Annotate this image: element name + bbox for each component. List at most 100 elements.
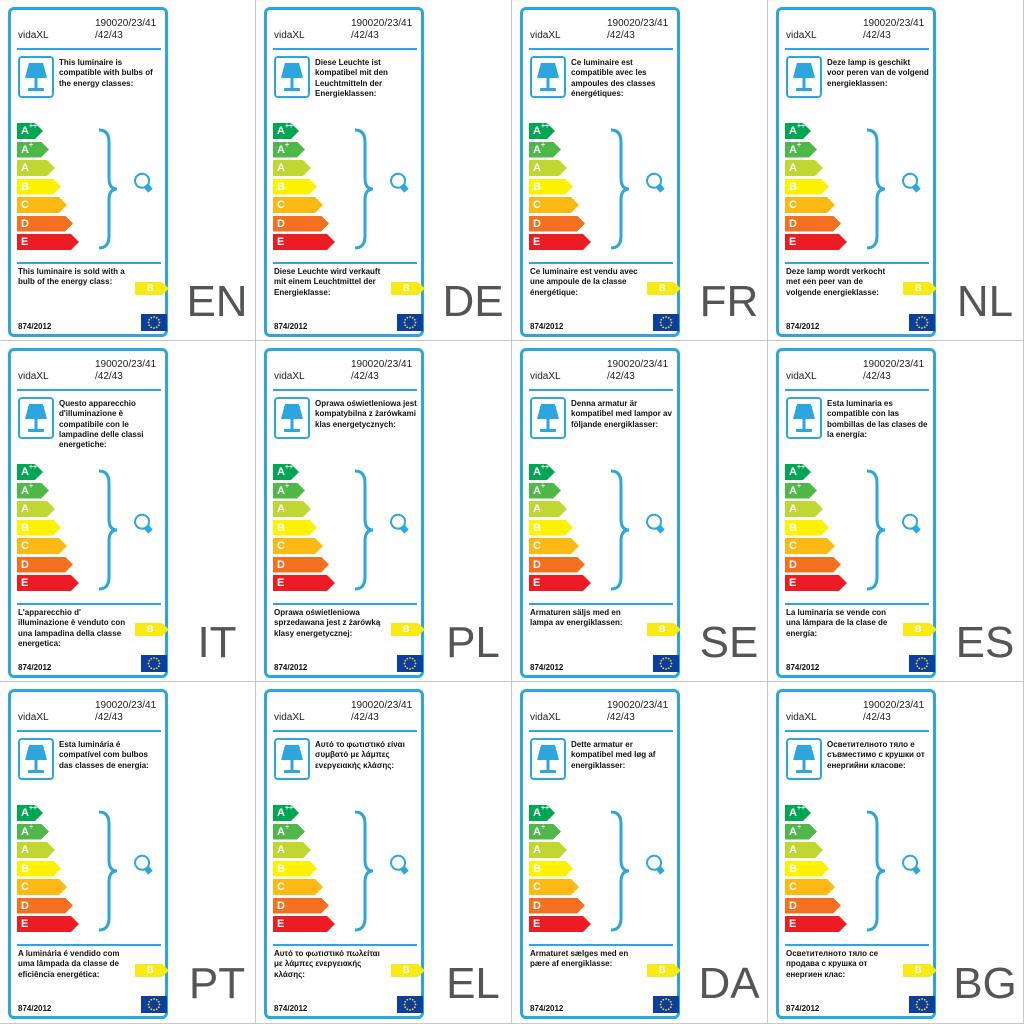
energy-class-letter: B bbox=[533, 862, 541, 875]
energy-class-plus: + bbox=[796, 141, 802, 149]
energy-label-card: vidaXL 190020/23/41 /42/43 Questo appare… bbox=[8, 348, 168, 678]
eu-star bbox=[916, 1000, 919, 1003]
sold-class-badge: B bbox=[135, 964, 169, 977]
energy-class-letter: A bbox=[789, 125, 797, 137]
eu-star bbox=[923, 1008, 926, 1011]
energy-class-arrow: E bbox=[273, 575, 335, 591]
brace-icon bbox=[354, 128, 373, 250]
sold-with-text: A luminária é vendido com uma lâmpada da… bbox=[18, 949, 120, 979]
model-number: 190020/23/41 /42/43 bbox=[351, 700, 413, 723]
divider bbox=[17, 389, 161, 391]
energy-label-cell: vidaXL 190020/23/41 /42/43 Esta luminari… bbox=[768, 341, 1024, 682]
eu-star bbox=[411, 1008, 414, 1011]
energy-class-letter: A bbox=[789, 466, 797, 478]
energy-class-scale: A++ A+ A B C D E bbox=[273, 805, 339, 935]
energy-label-card: vidaXL 190020/23/41 /42/43 Oprawa oświet… bbox=[264, 348, 424, 678]
eu-star bbox=[409, 316, 411, 318]
language-code: SE bbox=[699, 618, 759, 667]
energy-class-letter: C bbox=[277, 540, 285, 552]
energy-label-card: vidaXL 190020/23/41 /42/43 Denna armatur… bbox=[520, 348, 680, 678]
eu-star bbox=[404, 1006, 407, 1009]
energy-label-card: vidaXL 190020/23/41 /42/43 Αυτό το φωτισ… bbox=[264, 689, 424, 1019]
eu-star bbox=[153, 327, 155, 329]
eu-star bbox=[662, 1008, 665, 1011]
eu-star bbox=[669, 324, 672, 327]
brace-icon bbox=[866, 469, 885, 591]
energy-class-scale: A++ A+ A B C D E bbox=[273, 464, 339, 594]
energy-class-letter: D bbox=[277, 217, 285, 230]
energy-class-letter: D bbox=[789, 558, 797, 571]
energy-class-letter: A bbox=[789, 503, 797, 515]
sold-class-badge: B bbox=[647, 282, 681, 295]
eu-star bbox=[670, 1003, 673, 1006]
compatible-text: Oprawa oświetleniowa jest kompatybilna z… bbox=[315, 399, 417, 429]
energy-class-letter: A bbox=[533, 125, 541, 137]
energy-class-arrow: B bbox=[529, 861, 573, 877]
eu-star bbox=[921, 327, 923, 329]
energy-class-arrow: D bbox=[273, 898, 329, 914]
brand-name: vidaXL bbox=[530, 712, 561, 723]
compatible-text: Questo apparecchio d'illuminazione è com… bbox=[59, 399, 144, 450]
eu-star bbox=[921, 316, 923, 318]
energy-class-arrow: A bbox=[17, 160, 55, 176]
energy-class-plus: ++ bbox=[284, 464, 294, 471]
energy-label-cell: vidaXL 190020/23/41 /42/43 Deze lamp is … bbox=[768, 0, 1024, 341]
divider bbox=[273, 262, 417, 264]
divider bbox=[529, 944, 673, 946]
energy-class-letter: A bbox=[277, 503, 285, 515]
energy-class-letter: A bbox=[789, 143, 797, 156]
energy-class-plus: ++ bbox=[540, 464, 550, 471]
eu-star bbox=[921, 657, 923, 659]
brand-name: vidaXL bbox=[18, 712, 49, 723]
energy-class-arrow: C bbox=[17, 879, 67, 895]
sold-with-text: Armaturen säljs med en lampa av energikl… bbox=[530, 608, 623, 628]
energy-class-plus: ++ bbox=[28, 464, 38, 471]
energy-class-arrow: A++ bbox=[273, 464, 299, 480]
eu-star bbox=[153, 1009, 155, 1011]
energy-class-letter: A bbox=[21, 466, 29, 478]
energy-class-arrow: E bbox=[17, 916, 79, 932]
eu-star bbox=[411, 657, 414, 660]
divider bbox=[529, 730, 673, 732]
eu-star bbox=[413, 1000, 416, 1003]
energy-class-arrow: E bbox=[529, 916, 591, 932]
eu-star bbox=[669, 1006, 672, 1009]
eu-star bbox=[662, 667, 665, 670]
energy-class-arrow: A+ bbox=[17, 483, 49, 499]
eu-star bbox=[667, 326, 670, 329]
brace-icon bbox=[98, 128, 117, 250]
model-number: 190020/23/41 /42/43 bbox=[607, 700, 669, 723]
energy-class-arrow: A bbox=[273, 160, 311, 176]
lamp-icon bbox=[786, 56, 822, 98]
energy-class-arrow: D bbox=[273, 557, 329, 573]
language-code: PT bbox=[188, 959, 246, 1008]
bulb-icon bbox=[134, 172, 153, 193]
energy-class-letter: A bbox=[21, 162, 29, 174]
energy-class-arrow: A bbox=[785, 160, 823, 176]
sold-class-badge: B bbox=[903, 964, 937, 977]
eu-star bbox=[660, 665, 663, 668]
sold-class-badge: B bbox=[903, 282, 937, 295]
energy-class-arrow: A++ bbox=[17, 464, 43, 480]
energy-class-arrow: B bbox=[17, 520, 61, 536]
energy-class-letter: A bbox=[789, 484, 797, 497]
sold-with-text: Oprawa oświetleniowa sprzedawana jest z … bbox=[274, 608, 381, 638]
eu-star bbox=[414, 1003, 417, 1006]
energy-class-plus: ++ bbox=[796, 464, 806, 471]
energy-class-arrow: C bbox=[273, 197, 323, 213]
energy-label-cell: vidaXL 190020/23/41 /42/43 Oprawa oświet… bbox=[256, 341, 512, 682]
regulation-number: 874/2012 bbox=[530, 1004, 564, 1013]
eu-star bbox=[915, 1003, 918, 1006]
energy-label-cell: vidaXL 190020/23/41 /42/43 This luminair… bbox=[0, 0, 256, 341]
energy-class-letter: C bbox=[533, 199, 541, 211]
language-code: BG bbox=[953, 959, 1017, 1008]
language-code: ES bbox=[955, 618, 1015, 667]
eu-star bbox=[921, 668, 923, 670]
energy-class-letter: C bbox=[789, 540, 797, 552]
eu-star bbox=[665, 1009, 667, 1011]
divider bbox=[529, 603, 673, 605]
eu-star bbox=[669, 1000, 672, 1003]
eu-flag-icon bbox=[653, 655, 679, 672]
energy-label-card: vidaXL 190020/23/41 /42/43 Осветителното… bbox=[776, 689, 936, 1019]
energy-class-arrow: A++ bbox=[273, 123, 299, 139]
